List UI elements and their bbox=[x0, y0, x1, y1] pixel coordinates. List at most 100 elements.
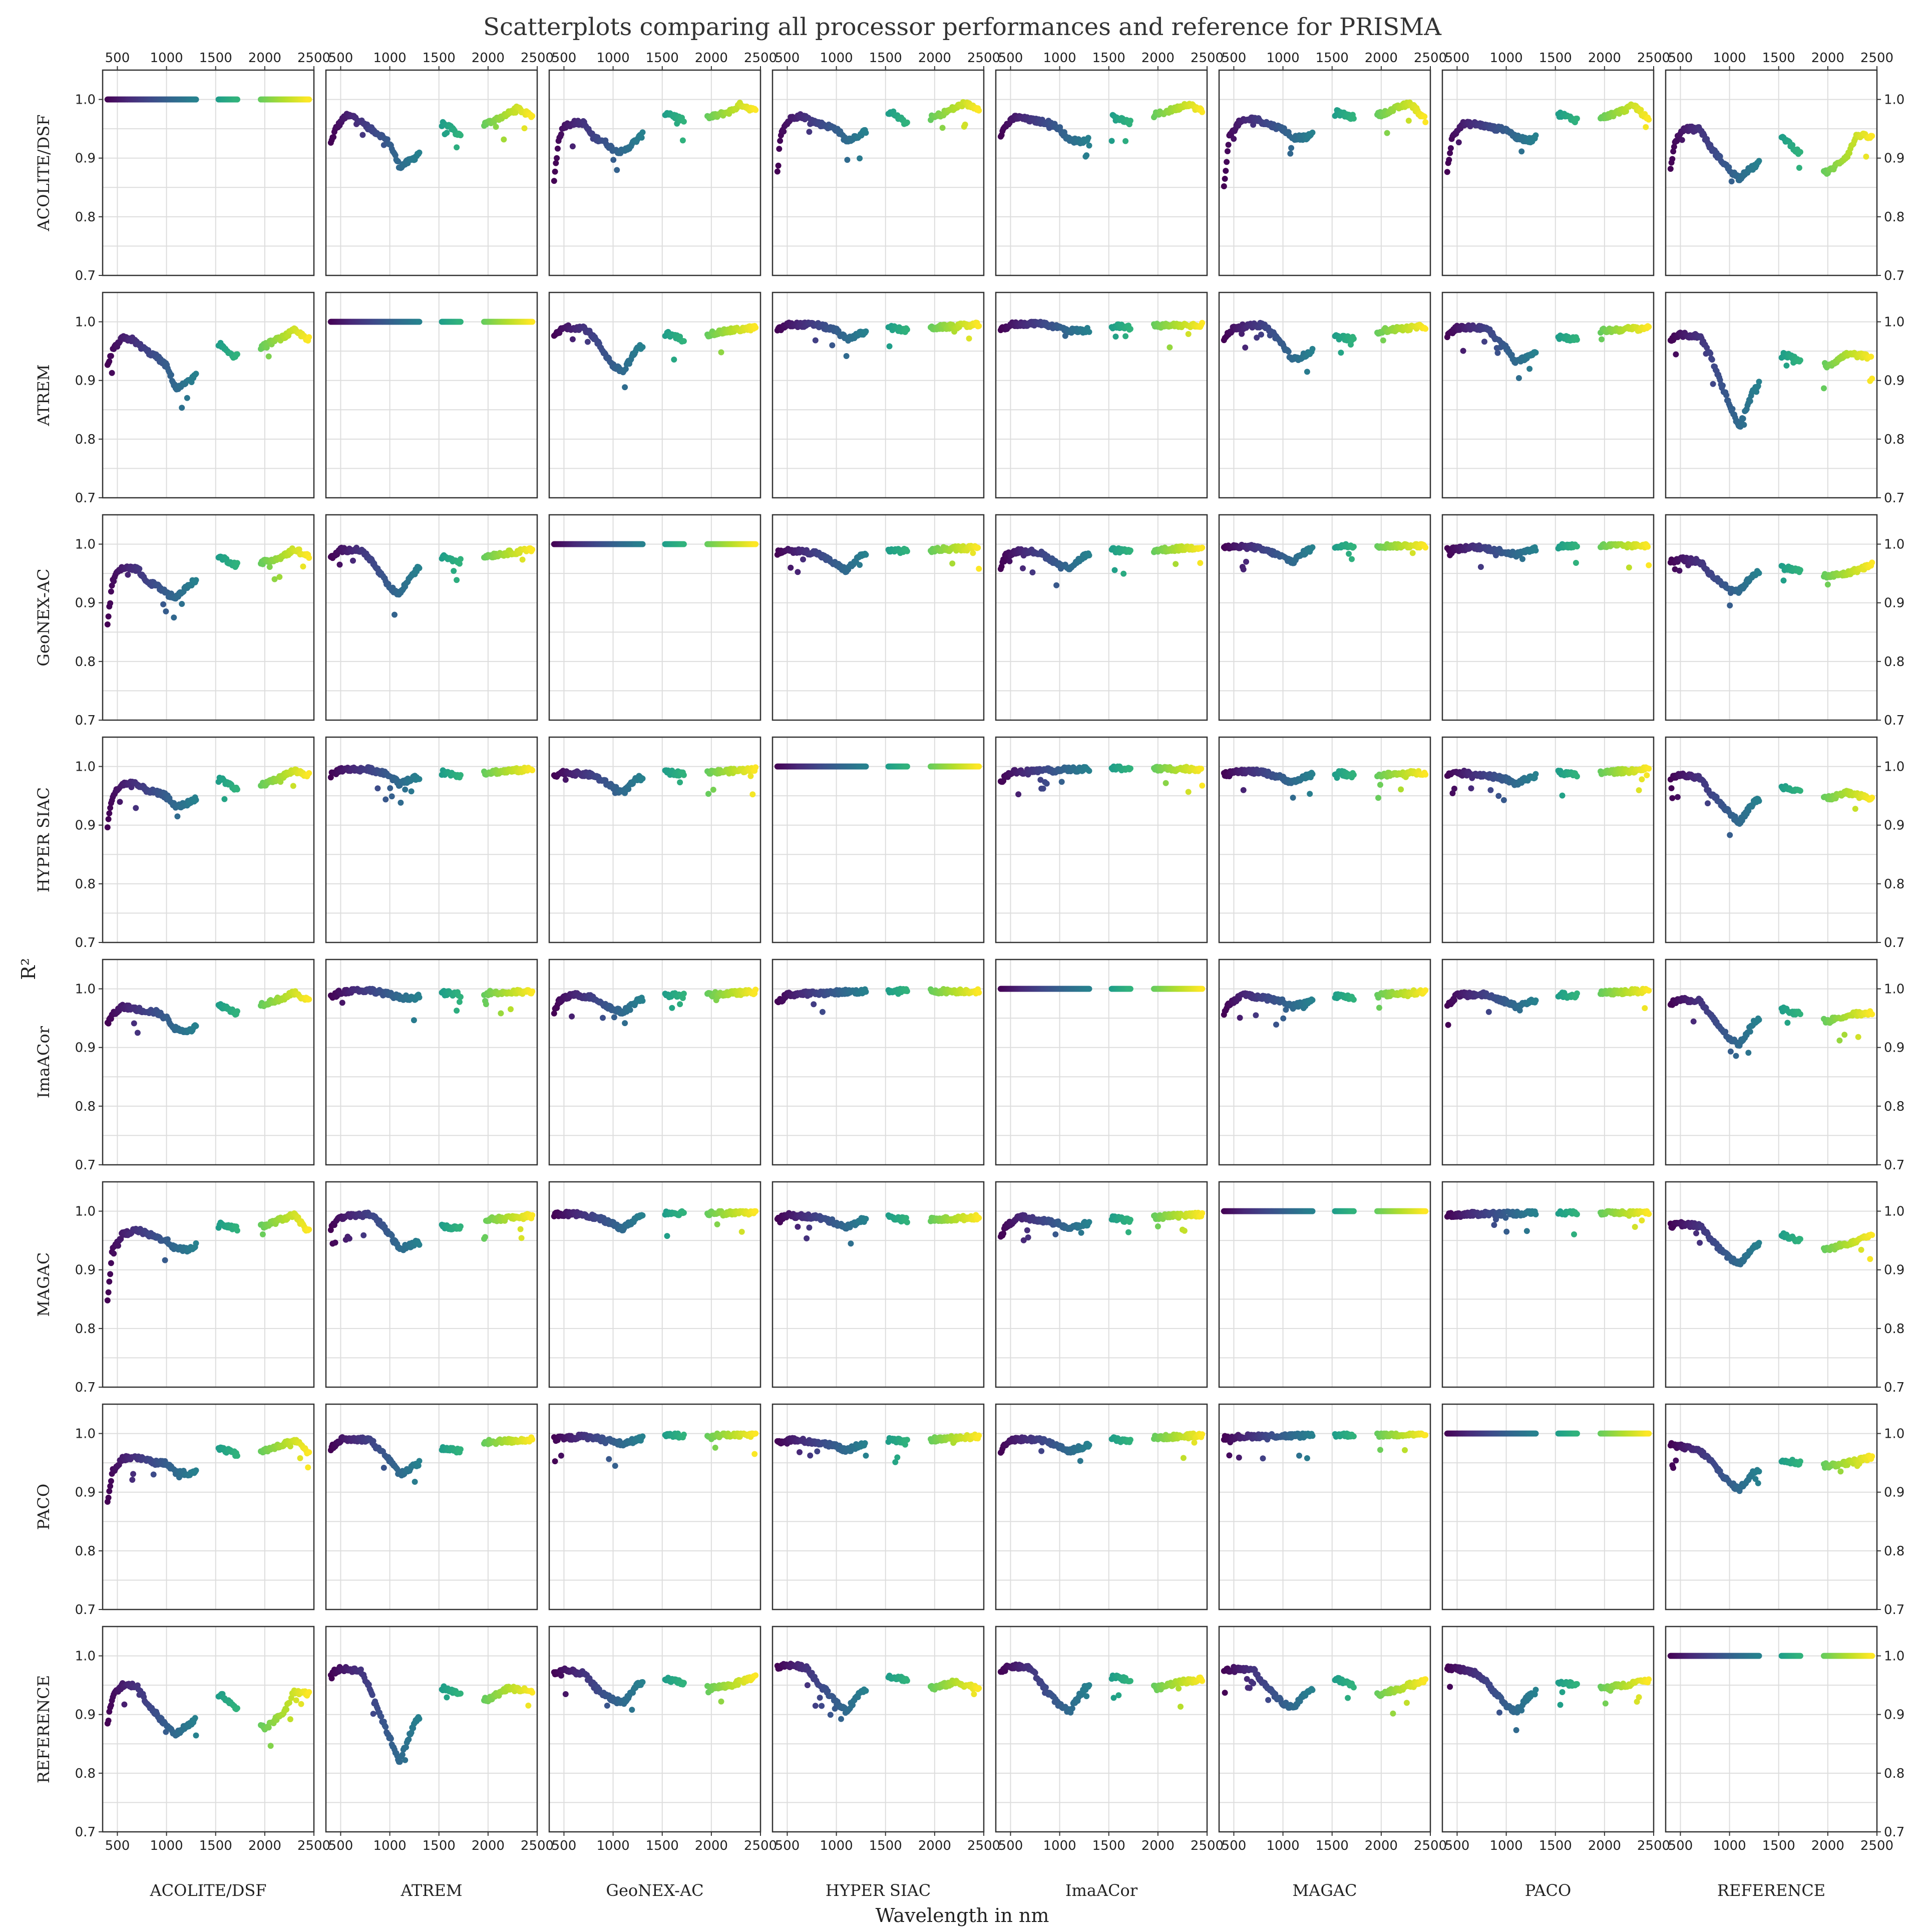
data-point bbox=[457, 556, 464, 562]
data-point bbox=[1108, 138, 1115, 144]
data-point bbox=[221, 796, 228, 802]
data-point bbox=[857, 562, 863, 568]
panel-acolite-dsf-vs-hyper-siac: 500 1000 1500 2000 2500 bbox=[772, 51, 1000, 276]
data-point bbox=[1285, 349, 1292, 355]
data-point bbox=[1422, 544, 1429, 551]
data-point bbox=[800, 556, 806, 563]
data-point bbox=[306, 770, 312, 776]
data-point bbox=[671, 357, 677, 363]
data-point bbox=[416, 565, 423, 571]
data-point bbox=[718, 349, 724, 356]
x-tick-label-top: 1500 bbox=[423, 51, 456, 66]
data-point bbox=[454, 577, 460, 583]
data-point bbox=[1756, 570, 1762, 576]
data-point bbox=[109, 370, 115, 376]
data-point bbox=[1199, 544, 1206, 551]
data-point bbox=[638, 134, 645, 141]
data-point bbox=[1020, 565, 1026, 571]
panel-background bbox=[549, 292, 760, 498]
data-point bbox=[1309, 129, 1316, 136]
data-point bbox=[962, 121, 968, 128]
data-point bbox=[529, 318, 536, 325]
y-tick-label-right: 0.9 bbox=[1884, 374, 1904, 389]
data-point bbox=[444, 130, 450, 136]
data-point bbox=[966, 336, 972, 342]
x-tick-label-top: 2000 bbox=[695, 51, 728, 66]
data-point bbox=[639, 344, 646, 351]
data-point bbox=[680, 338, 687, 345]
data-point bbox=[1723, 392, 1730, 399]
panel-geonex-ac-vs-magac bbox=[1218, 514, 1431, 721]
data-point bbox=[265, 353, 272, 360]
data-point bbox=[174, 813, 181, 820]
data-point bbox=[1720, 382, 1726, 389]
data-point bbox=[1223, 168, 1229, 174]
data-point bbox=[863, 130, 869, 136]
data-point bbox=[374, 785, 381, 792]
data-point bbox=[306, 96, 312, 103]
x-tick-label-top: 1000 bbox=[596, 51, 629, 66]
x-tick-label-top: 1500 bbox=[869, 51, 902, 66]
x-tick-label-top: 2000 bbox=[1141, 51, 1175, 66]
data-point bbox=[1868, 354, 1874, 360]
data-point bbox=[1350, 115, 1357, 122]
data-point bbox=[795, 569, 801, 575]
data-point bbox=[106, 810, 113, 817]
panel-atrem-vs-magac bbox=[1218, 291, 1431, 499]
y-tick-label-right: 1.0 bbox=[1884, 93, 1904, 108]
y-tick-label-left: 0.9 bbox=[75, 374, 96, 389]
data-point bbox=[451, 568, 457, 574]
x-tick-label-top: 2000 bbox=[472, 51, 505, 66]
panel-background bbox=[1666, 515, 1877, 720]
data-point bbox=[1643, 124, 1649, 130]
data-point bbox=[330, 134, 337, 140]
data-point bbox=[1346, 550, 1352, 557]
data-point bbox=[788, 564, 794, 571]
y-tick-label-left: 1.0 bbox=[75, 760, 96, 775]
data-point bbox=[806, 129, 813, 135]
data-point bbox=[1460, 348, 1466, 354]
data-point bbox=[1349, 556, 1355, 562]
data-point bbox=[1122, 333, 1129, 340]
data-point bbox=[193, 797, 199, 803]
data-point bbox=[1122, 138, 1129, 144]
y-tick-label-right: 0.7 bbox=[1884, 713, 1904, 728]
data-point bbox=[680, 541, 687, 547]
data-point bbox=[1111, 567, 1118, 573]
data-point bbox=[679, 137, 686, 144]
data-point bbox=[781, 128, 787, 135]
data-point bbox=[1120, 570, 1127, 577]
data-point bbox=[1709, 357, 1715, 363]
data-point bbox=[1518, 148, 1525, 155]
x-tick-label-top: 2000 bbox=[248, 51, 281, 66]
y-tick-label-left: 0.8 bbox=[75, 210, 96, 225]
data-point bbox=[1740, 416, 1746, 422]
data-point bbox=[1422, 119, 1429, 125]
data-point bbox=[1422, 326, 1429, 332]
data-point bbox=[392, 611, 398, 618]
data-point bbox=[408, 788, 415, 795]
data-point bbox=[1127, 547, 1133, 554]
data-point bbox=[1384, 130, 1390, 136]
data-point bbox=[1409, 550, 1416, 556]
data-point bbox=[392, 152, 399, 159]
data-point bbox=[752, 107, 759, 113]
data-point bbox=[1380, 337, 1386, 344]
y-tick-label-right: 1.0 bbox=[1884, 537, 1904, 552]
data-point bbox=[569, 143, 576, 150]
data-point bbox=[266, 564, 273, 570]
x-tick-label-top: 2000 bbox=[1588, 51, 1621, 66]
x-tick-label-top: 1500 bbox=[1316, 51, 1349, 66]
data-point bbox=[904, 548, 910, 554]
data-point bbox=[1519, 556, 1525, 562]
y-tick-label-left: 0.9 bbox=[75, 818, 96, 833]
data-point bbox=[1481, 339, 1487, 345]
panel-hyper-siac-vs-atrem bbox=[325, 736, 538, 943]
data-point bbox=[1679, 137, 1685, 143]
y-tick-label-right: 0.8 bbox=[1884, 210, 1904, 225]
y-tick-label-right: 0.8 bbox=[1884, 655, 1904, 670]
y-tick-label-left: 1.0 bbox=[75, 315, 96, 330]
x-tick-label-top: 1500 bbox=[1539, 51, 1572, 66]
